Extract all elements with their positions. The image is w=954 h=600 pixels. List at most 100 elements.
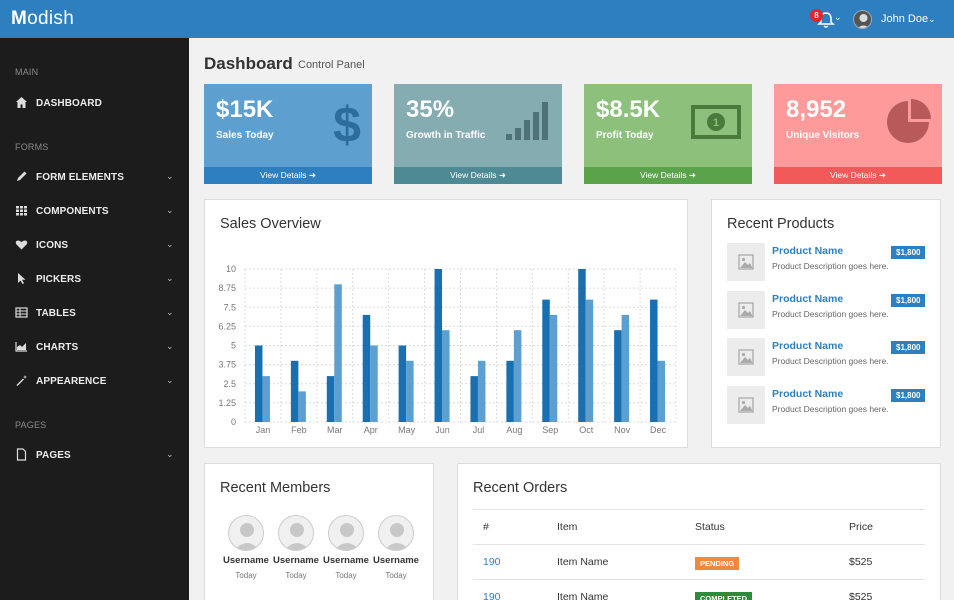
product-name[interactable]: Product Name <box>772 387 844 400</box>
notification-badge: 8 <box>810 9 823 22</box>
y-tick-label: 5 <box>231 341 236 351</box>
stat-card-profit: $8.5K Profit Today 1 View Details ➜ <box>584 84 752 184</box>
view-details-link[interactable]: View Details ➜ <box>584 167 752 184</box>
member-date: Today <box>235 571 257 580</box>
member-name[interactable]: Username <box>323 555 369 566</box>
member-date: Today <box>335 571 357 580</box>
member-name[interactable]: Username <box>273 555 319 566</box>
chart-bar <box>513 330 522 422</box>
y-tick-label: 2.5 <box>223 379 236 389</box>
y-tick-label: 1.25 <box>218 398 236 408</box>
status-badge: PENDING <box>695 557 740 570</box>
member-date: Today <box>285 571 307 580</box>
x-tick-label: Jun <box>435 425 450 435</box>
banknote-icon: 1 <box>691 105 741 139</box>
avatar[interactable] <box>228 515 264 551</box>
table-icon <box>15 307 28 318</box>
view-details-link[interactable]: View Details ➜ <box>394 167 562 184</box>
table-row[interactable]: 190 Item Name PENDING $525 <box>473 544 925 579</box>
svg-text:1: 1 <box>713 117 719 129</box>
member-name[interactable]: Username <box>373 555 419 566</box>
price-badge: $1,800 <box>891 341 926 354</box>
sidebar-item-dashboard[interactable]: DASHBOARD <box>0 89 189 117</box>
sidebar-item-pages[interactable]: PAGES ⌄ <box>0 441 189 469</box>
product-name[interactable]: Product Name <box>772 340 844 352</box>
product-item[interactable]: Product Name Product Description goes her… <box>727 243 927 283</box>
sidebar-item-icons[interactable]: ICONS ⌄ <box>0 231 189 259</box>
product-description: Product Description goes here. <box>772 308 889 319</box>
chart-bar <box>290 360 299 422</box>
product-item[interactable]: Product Name Product Description goes her… <box>727 338 927 378</box>
file-icon <box>16 448 27 461</box>
column-header: Item <box>557 521 578 533</box>
top-navbar: Modish 8 ⌄ John Doe ⌄ <box>0 0 954 38</box>
stat-label: Growth in Traffic <box>406 130 486 141</box>
table-row[interactable]: 190 Item Name COMPLETED $525 <box>473 579 925 600</box>
page-title: Dashboard <box>204 54 293 73</box>
sidebar-item-components[interactable]: COMPONENTS ⌄ <box>0 197 189 225</box>
member-item[interactable]: Username Today <box>321 515 371 585</box>
magic-wand-icon <box>16 375 27 386</box>
image-placeholder-icon <box>727 338 765 376</box>
avatar[interactable] <box>328 515 364 551</box>
stat-card-sales: $15K Sales Today $ View Details ➜ <box>204 84 372 184</box>
sidebar-item-charts[interactable]: CHARTS ⌄ <box>0 333 189 361</box>
y-tick-label: 7.5 <box>223 302 236 312</box>
chart-bar <box>434 269 443 422</box>
sidebar-item-label: CHARTS <box>36 342 79 353</box>
product-name[interactable]: Product Name <box>772 245 844 257</box>
svg-text:$: $ <box>333 98 361 148</box>
chart-bar <box>362 314 371 422</box>
product-item[interactable]: Product Name Product Description goes her… <box>727 290 927 331</box>
panel-title: Recent Members <box>220 480 331 496</box>
order-number-link[interactable]: 190 <box>483 591 501 600</box>
order-item: Item Name <box>557 556 609 568</box>
avatar[interactable] <box>278 515 314 551</box>
x-tick-label: Jan <box>256 425 271 435</box>
view-details-link[interactable]: View Details ➜ <box>204 167 372 184</box>
chart-bar <box>298 391 306 422</box>
sidebar-item-appearence[interactable]: APPEARENCE ⌄ <box>0 367 189 395</box>
panel-title: Recent Products <box>727 216 835 232</box>
y-tick-label: 6.25 <box>218 321 236 331</box>
avatar[interactable] <box>378 515 414 551</box>
product-name[interactable]: Product Name <box>772 292 844 305</box>
sidebar-item-pickers[interactable]: PICKERS ⌄ <box>0 265 189 293</box>
product-item[interactable]: Product Name Product Description goes her… <box>727 385 927 426</box>
x-tick-label: Aug <box>506 425 522 435</box>
x-tick-label: Jul <box>473 425 485 435</box>
sidebar-section-forms: FORMS <box>15 142 49 152</box>
order-price: $525 <box>849 591 873 600</box>
sidebar-item-label: DASHBOARD <box>36 98 102 109</box>
column-header: Status <box>695 521 725 533</box>
sidebar-item-label: APPEARENCE <box>36 376 107 387</box>
user-name[interactable]: John Doe <box>881 13 929 25</box>
chevron-down-icon: ⌄ <box>166 239 174 249</box>
chart-bar <box>614 330 622 422</box>
chart-bar <box>549 314 558 422</box>
chart-bar <box>621 314 630 422</box>
y-tick-label: 10 <box>226 264 236 274</box>
x-tick-label: Feb <box>291 425 307 435</box>
member-item[interactable]: Username Today <box>371 515 421 585</box>
app-logo[interactable]: Modish <box>11 8 75 29</box>
sidebar-item-form-elements[interactable]: FORM ELEMENTS ⌄ <box>0 163 189 191</box>
recent-members-panel: Recent Members Username Today Username Toda… <box>204 463 434 600</box>
member-item[interactable]: Username Today <box>221 515 271 585</box>
order-number-link[interactable]: 190 <box>483 556 501 568</box>
sidebar: MAIN DASHBOARD FORMS FORM ELEMENTS ⌄ COM… <box>0 38 189 600</box>
chevron-down-icon[interactable]: ⌄ <box>834 12 842 22</box>
column-header: Price <box>849 521 873 533</box>
order-item: Item Name <box>557 591 609 600</box>
y-tick-label: 3.75 <box>218 360 236 370</box>
recent-orders-panel: Recent Orders # Item Status Price 190 Ite… <box>457 463 941 600</box>
view-details-link[interactable]: View Details ➜ <box>774 167 942 184</box>
product-description: Product Description goes here. <box>772 261 889 271</box>
chevron-down-icon: ⌄ <box>166 307 174 317</box>
member-item[interactable]: Username Today <box>271 515 321 585</box>
user-avatar[interactable] <box>853 10 872 29</box>
sidebar-item-tables[interactable]: TABLES ⌄ <box>0 299 189 327</box>
member-date: Today <box>385 571 407 580</box>
chevron-down-icon[interactable]: ⌄ <box>928 14 936 24</box>
member-name[interactable]: Username <box>223 555 269 566</box>
